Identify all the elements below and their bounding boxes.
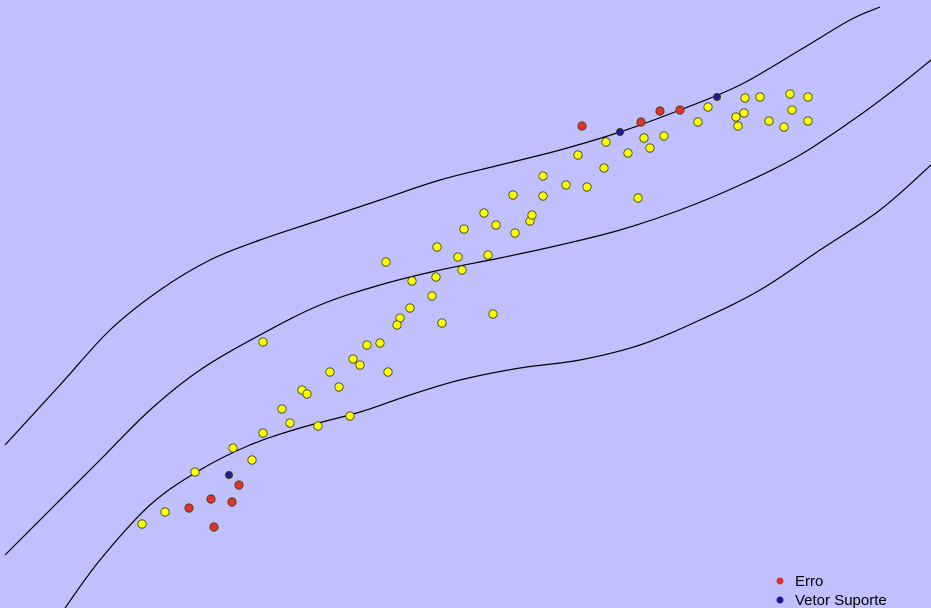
data-point: [510, 228, 520, 238]
data-point: [228, 443, 238, 453]
data-point: [803, 116, 813, 126]
data-point: [407, 276, 417, 286]
error-point: [636, 117, 646, 127]
data-point: [693, 117, 703, 127]
data-point: [483, 250, 493, 260]
data-point: [755, 92, 765, 102]
data-point: [803, 92, 813, 102]
error-point: [675, 105, 685, 115]
data-point: [302, 389, 312, 399]
data-point: [491, 220, 501, 230]
data-point: [313, 421, 323, 431]
data-point: [538, 191, 548, 201]
data-point: [431, 272, 441, 282]
error-point: [655, 106, 665, 116]
support-vector-point: [224, 470, 233, 479]
support-vector-point: [616, 127, 625, 136]
data-point: [659, 131, 669, 141]
data-point: [348, 354, 358, 364]
data-point: [427, 291, 437, 301]
error-point: [227, 497, 237, 507]
legend: Erro Vetor Suporte: [776, 573, 887, 608]
support-vector-point: [713, 93, 722, 102]
data-point: [582, 182, 592, 192]
data-point: [405, 303, 415, 313]
error-point: [577, 121, 587, 131]
legend-marker-vetor-suporte: [776, 596, 784, 604]
data-point: [375, 338, 385, 348]
data-point: [258, 428, 268, 438]
data-point: [601, 137, 611, 147]
data-point: [623, 148, 633, 158]
data-point: [599, 163, 609, 173]
data-point: [392, 320, 402, 330]
points-layer: [137, 89, 813, 532]
data-point: [457, 265, 467, 275]
data-point: [277, 404, 287, 414]
data-point: [258, 337, 268, 347]
data-point: [362, 340, 372, 350]
data-point: [247, 455, 257, 465]
data-point: [639, 133, 649, 143]
data-point: [764, 116, 774, 126]
data-point: [334, 382, 344, 392]
data-point: [437, 318, 447, 328]
data-point: [459, 224, 469, 234]
error-point: [209, 522, 219, 532]
legend-label-vetor-suporte: Vetor Suporte: [795, 592, 887, 608]
legend-marker-erro: [776, 577, 784, 585]
data-point: [285, 418, 295, 428]
data-point: [573, 150, 583, 160]
data-point: [740, 93, 750, 103]
data-point: [633, 193, 643, 203]
regression-curve: [4, 59, 931, 556]
data-point: [488, 309, 498, 319]
data-point: [527, 210, 537, 220]
data-point: [739, 108, 749, 118]
data-point: [787, 105, 797, 115]
data-point: [779, 122, 789, 132]
error-point: [184, 503, 194, 513]
data-point: [432, 242, 442, 252]
legend-label-erro: Erro: [795, 573, 823, 590]
data-point: [160, 507, 170, 517]
data-point: [479, 208, 489, 218]
data-point: [561, 180, 571, 190]
data-point: [733, 121, 743, 131]
data-point: [508, 190, 518, 200]
data-point: [355, 360, 365, 370]
error-point: [234, 480, 244, 490]
data-point: [325, 367, 335, 377]
data-point: [785, 89, 795, 99]
data-point: [538, 171, 548, 181]
data-point: [383, 367, 393, 377]
error-point: [206, 494, 216, 504]
data-point: [381, 257, 391, 267]
data-point: [137, 519, 147, 529]
upper-margin-curve: [4, 6, 881, 446]
data-point: [190, 467, 200, 477]
data-point: [645, 143, 655, 153]
data-point: [453, 252, 463, 262]
data-point: [703, 102, 713, 112]
lower-margin-curve: [64, 164, 931, 608]
curves-layer: [4, 6, 931, 608]
data-point: [345, 411, 355, 421]
data-point: [731, 112, 741, 122]
